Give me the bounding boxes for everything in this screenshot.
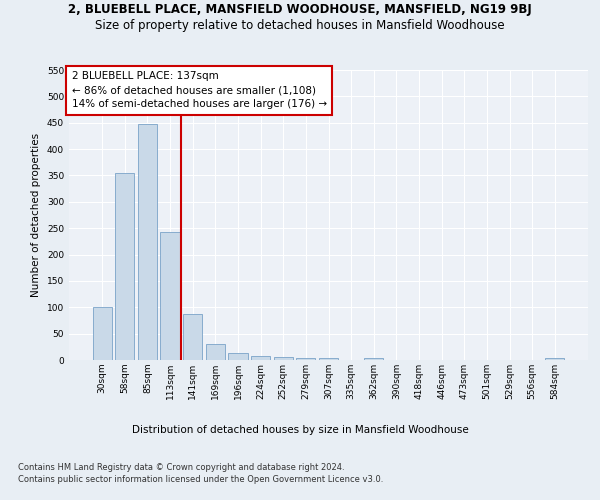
- Text: Contains HM Land Registry data © Crown copyright and database right 2024.
Contai: Contains HM Land Registry data © Crown c…: [18, 462, 383, 484]
- Bar: [319, 358, 338, 360]
- Bar: [274, 358, 293, 360]
- Y-axis label: Number of detached properties: Number of detached properties: [31, 133, 41, 297]
- Text: 2 BLUEBELL PLACE: 137sqm
← 86% of detached houses are smaller (1,108)
14% of sem: 2 BLUEBELL PLACE: 137sqm ← 86% of detach…: [71, 72, 327, 110]
- Text: Size of property relative to detached houses in Mansfield Woodhouse: Size of property relative to detached ho…: [95, 19, 505, 32]
- Bar: [183, 314, 202, 360]
- Bar: [296, 358, 316, 360]
- Bar: [364, 358, 383, 360]
- Text: 2, BLUEBELL PLACE, MANSFIELD WOODHOUSE, MANSFIELD, NG19 9BJ: 2, BLUEBELL PLACE, MANSFIELD WOODHOUSE, …: [68, 2, 532, 16]
- Bar: [251, 356, 270, 360]
- Text: Distribution of detached houses by size in Mansfield Woodhouse: Distribution of detached houses by size …: [131, 425, 469, 435]
- Bar: [138, 124, 157, 360]
- Bar: [160, 232, 180, 360]
- Bar: [206, 344, 225, 360]
- Bar: [229, 353, 248, 360]
- Bar: [92, 308, 112, 360]
- Bar: [545, 358, 565, 360]
- Bar: [115, 173, 134, 360]
